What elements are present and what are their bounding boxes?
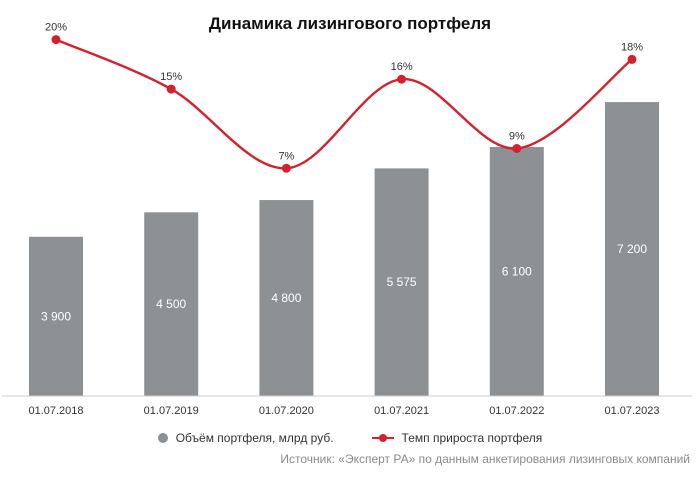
x-tick-label: 01.07.2019: [144, 405, 199, 417]
bar-01.07.2021: [374, 168, 429, 396]
growth-point-01.07.2019: [166, 84, 176, 94]
bar-01.07.2019: [144, 212, 199, 396]
x-tick-labels: 01.07.2018 01.07.2019 01.07.2020 01.07.2021…: [28, 405, 659, 417]
bar-01.07.2022: [489, 146, 544, 396]
growth-point-01.07.2021: [397, 74, 407, 84]
bar-value-label: 4 500: [156, 297, 186, 311]
legend-item-volume: Объём портфеля, млрд руб.: [157, 431, 334, 445]
bars-layer: [29, 102, 659, 396]
legend-growth-swatch: [371, 433, 394, 443]
growth-point-01.07.2018: [51, 35, 61, 45]
growth-point-01.07.2020: [281, 163, 291, 173]
growth-point-01.07.2022: [512, 144, 522, 153]
bar-value-label: 6 100: [502, 264, 532, 278]
growth-value-label: 15%: [160, 71, 182, 83]
growth-value-label: 16%: [391, 61, 413, 73]
growth-value-label: 9%: [509, 131, 525, 143]
growth-rate-line: [55, 38, 633, 170]
legend-volume-label: Объём портфеля, млрд руб.: [175, 431, 334, 445]
bar-labels-layer: 3 900 4 500 4 800 5 575 6 100 7 200: [41, 242, 647, 323]
growth-rate-labels: 20% 15% 7% 16% 9% 18%: [45, 22, 643, 163]
x-tick-label: 01.07.2020: [259, 405, 314, 417]
chart-canvas: 3 900 4 500 4 800 5 575 6 100 7 200 01.07.201…: [2, 22, 692, 417]
bar-value-label: 7 200: [617, 242, 647, 256]
growth-value-label: 20%: [45, 22, 67, 34]
legend-growth-label: Темп прироста портфеля: [401, 431, 543, 445]
growth-rate-points: [51, 35, 637, 173]
bar-01.07.2023: [605, 102, 659, 396]
bar-value-label: 4 800: [271, 291, 301, 305]
x-tick-label: 01.07.2018: [28, 405, 83, 417]
bar-value-label: 3 900: [41, 309, 71, 323]
x-tick-label: 01.07.2021: [374, 405, 429, 417]
growth-value-label: 7%: [278, 150, 294, 162]
bar-value-label: 5 575: [387, 275, 417, 289]
x-tick-label: 01.07.2022: [489, 405, 544, 417]
legend-volume-swatch: [157, 433, 168, 443]
bar-01.07.2018: [29, 236, 83, 396]
chart-title: Динамика лизингового портфеля: [208, 14, 492, 33]
growth-value-label: 18%: [621, 41, 643, 53]
x-tick-label: 01.07.2023: [604, 405, 659, 417]
legend-item-growth: Темп прироста портфеля: [371, 431, 543, 445]
bar-01.07.2020: [259, 200, 314, 396]
legend: Объём портфеля, млрд руб. Темп прироста …: [0, 431, 700, 445]
source-note: Источник: «Эксперт РА» по данным анкетир…: [280, 452, 690, 466]
growth-point-01.07.2023: [627, 54, 637, 64]
